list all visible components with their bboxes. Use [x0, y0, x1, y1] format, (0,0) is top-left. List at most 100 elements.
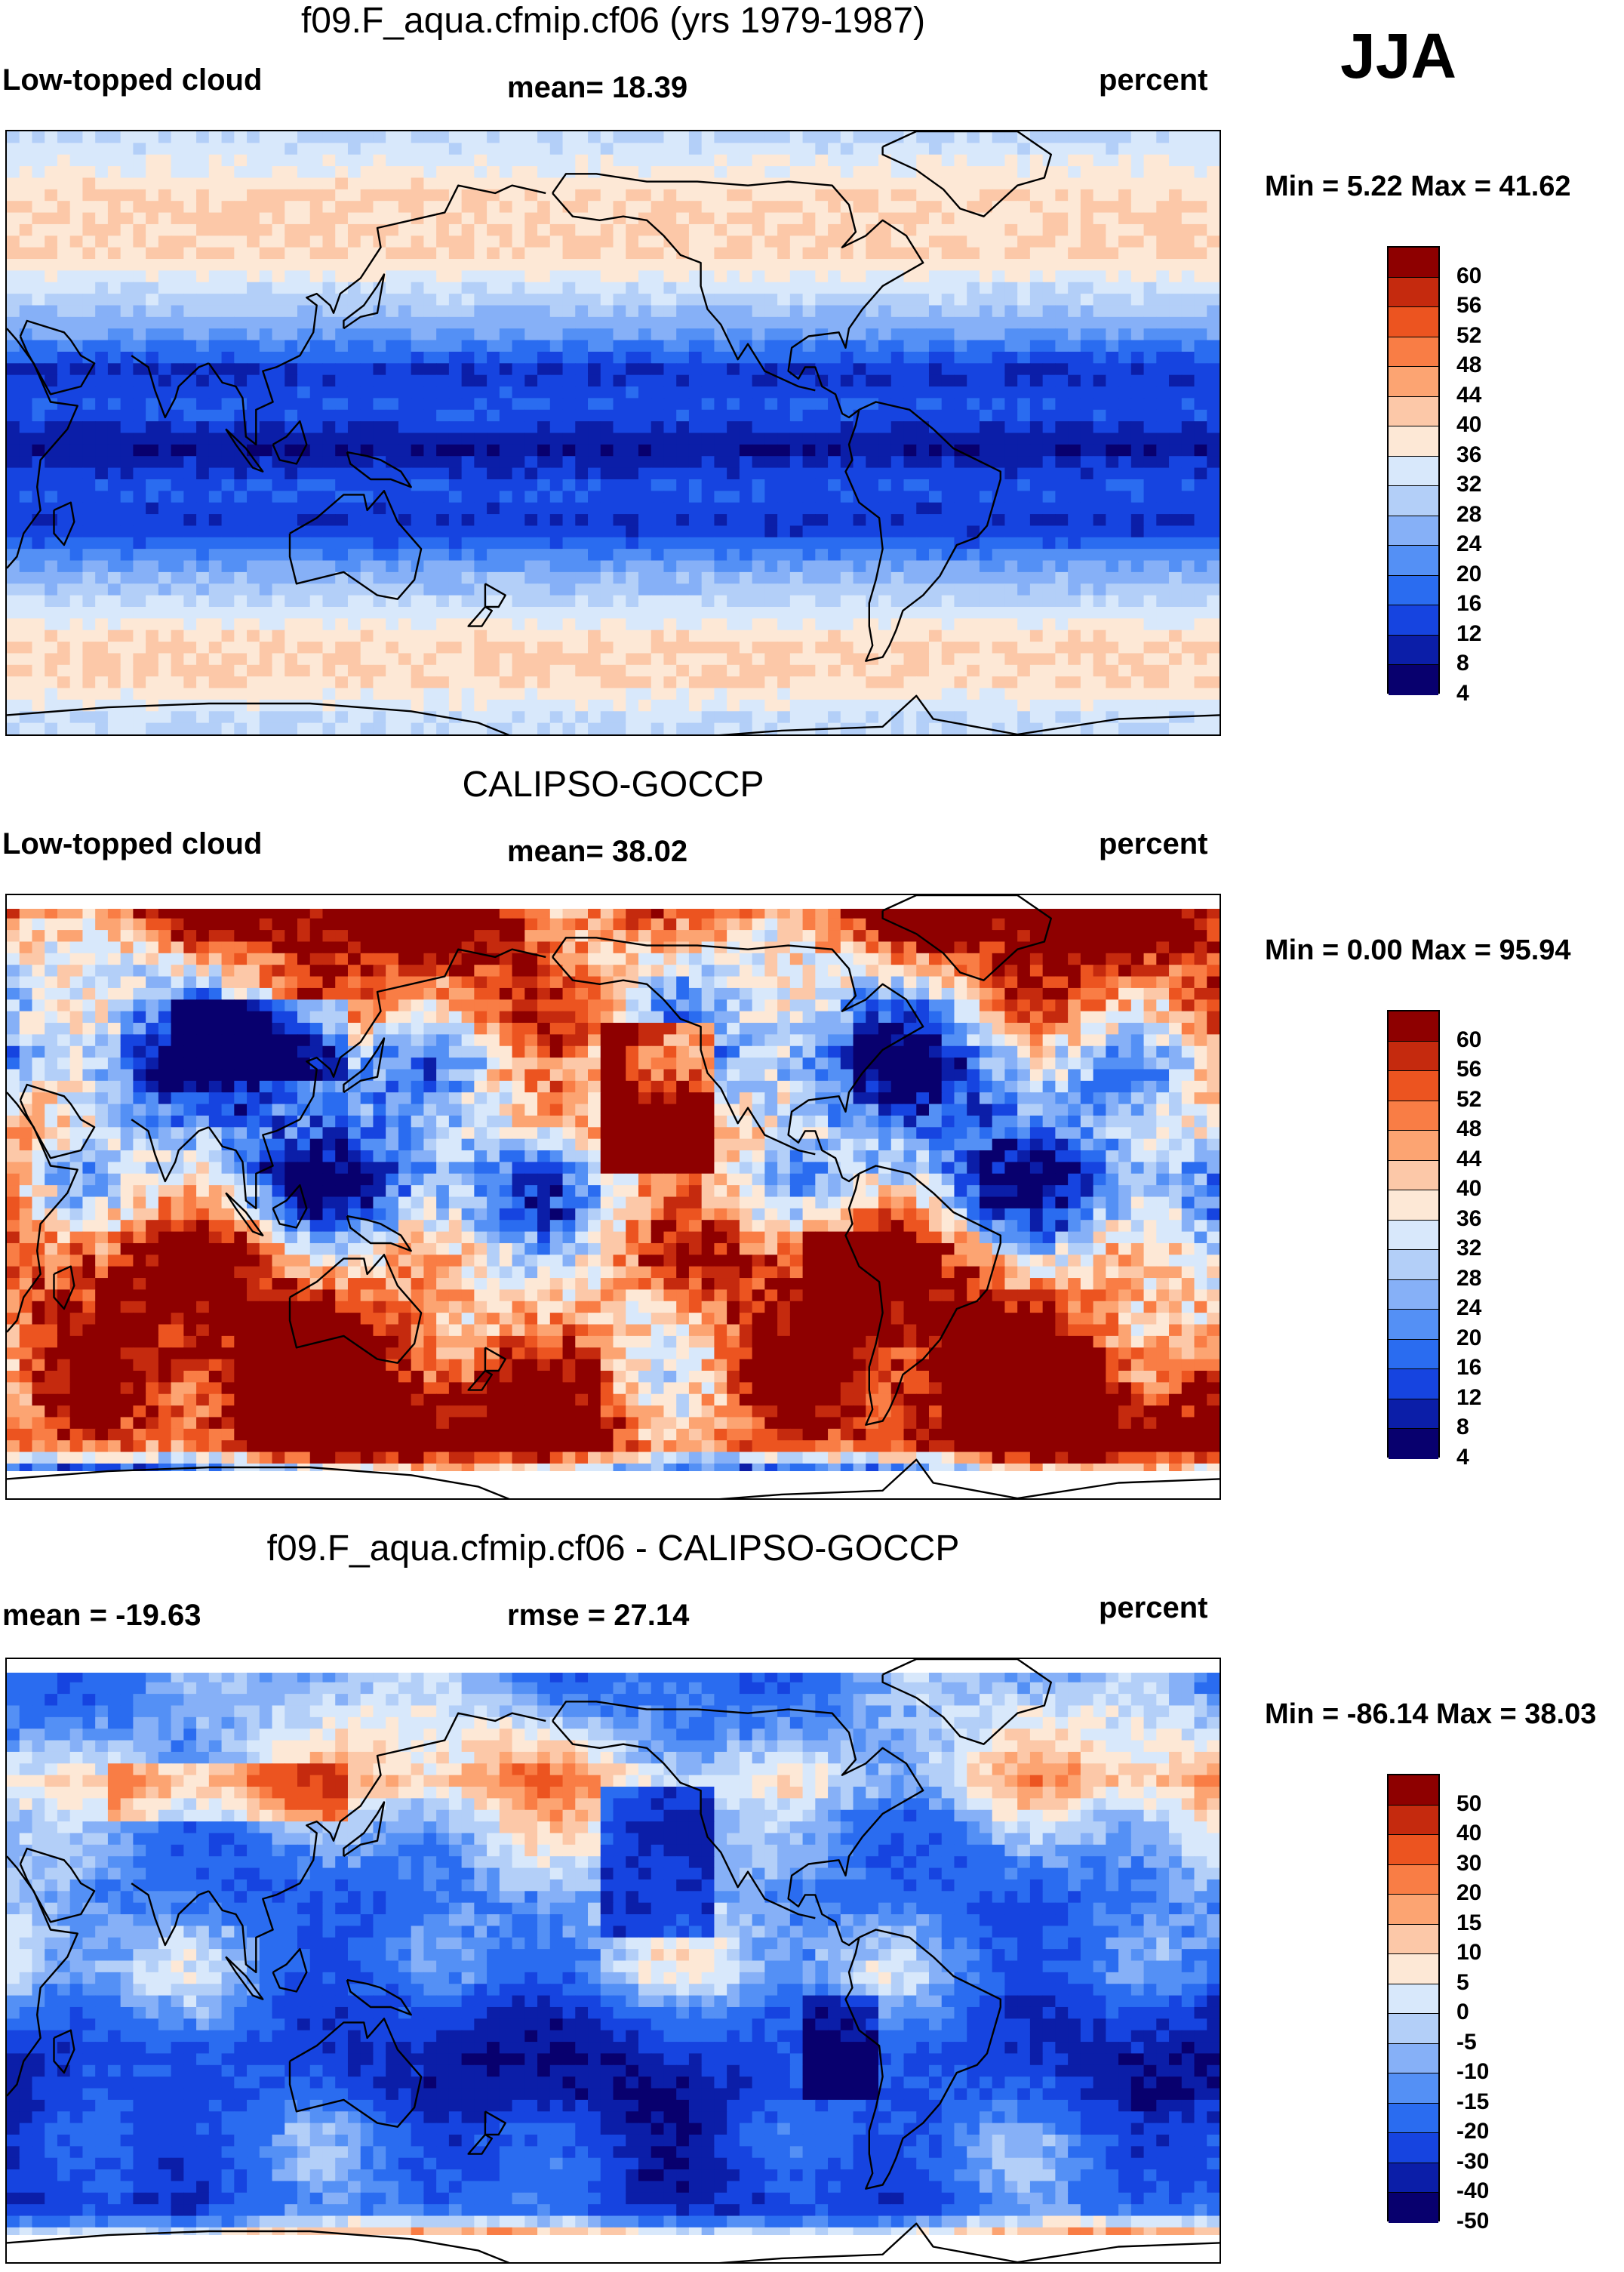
heatmap-cell	[941, 316, 955, 329]
heatmap-cell	[1106, 549, 1119, 562]
heatmap-cell	[1080, 363, 1094, 376]
heatmap-cell	[487, 711, 500, 724]
heatmap-cell	[1093, 398, 1106, 411]
heatmap-cell	[1194, 177, 1207, 190]
heatmap-cell	[651, 177, 665, 190]
heatmap-cell	[1093, 351, 1106, 364]
heatmap-cell	[183, 642, 197, 654]
heatmap-cell	[133, 676, 146, 689]
heatmap-cell	[57, 131, 71, 143]
heatmap-cell	[297, 479, 311, 491]
heatmap-cell	[537, 537, 551, 550]
heatmap-cell	[663, 201, 677, 214]
heatmap-cell	[512, 386, 525, 399]
heatmap-cell	[828, 630, 841, 642]
heatmap-cell	[1207, 270, 1220, 283]
heatmap-cell	[512, 270, 525, 283]
heatmap-cell	[1181, 560, 1195, 573]
heatmap-cell	[1156, 537, 1170, 550]
heatmap-cell	[764, 642, 778, 654]
heatmap-cell	[676, 189, 690, 202]
heatmap-cell	[1042, 363, 1056, 376]
heatmap-cell	[1080, 688, 1094, 700]
heatmap-cell	[512, 259, 525, 271]
heatmap-cell	[1130, 154, 1145, 167]
heatmap-cell	[499, 143, 513, 155]
heatmap-cell	[903, 294, 917, 306]
heatmap-cell	[1029, 525, 1044, 538]
heatmap-cell	[524, 189, 538, 202]
heatmap-cell	[1093, 223, 1106, 236]
heatmap-cell	[663, 595, 677, 608]
heatmap-cell	[549, 374, 564, 387]
heatmap-cell	[436, 223, 450, 236]
heatmap-cell	[575, 491, 589, 503]
heatmap-cell	[347, 374, 361, 387]
heatmap-cell	[626, 571, 639, 584]
heatmap-cell	[398, 711, 412, 724]
heatmap-cell	[853, 444, 866, 457]
heatmap-cell	[82, 282, 96, 294]
heatmap-cell	[133, 305, 146, 318]
heatmap-cell	[1042, 595, 1056, 608]
heatmap-cell	[562, 328, 576, 341]
heatmap-cell	[221, 305, 235, 318]
heatmap-cell	[360, 653, 374, 666]
heatmap-cell	[1004, 363, 1018, 376]
heatmap-cell	[916, 294, 930, 306]
heatmap-cell	[600, 560, 614, 573]
heatmap-cell	[967, 201, 980, 214]
heatmap-cell	[562, 259, 576, 271]
heatmap-cell	[941, 386, 955, 399]
heatmap-cell	[259, 688, 273, 700]
heatmap-cell	[1004, 688, 1018, 700]
heatmap-cell	[487, 328, 500, 341]
heatmap-cell	[853, 653, 866, 666]
heatmap-cell	[866, 537, 879, 550]
heatmap-cell	[487, 571, 500, 584]
heatmap-cell	[398, 537, 412, 550]
heatmap-cell	[954, 514, 967, 527]
heatmap-cell	[916, 270, 930, 283]
heatmap-cell	[979, 571, 993, 584]
heatmap-cell	[916, 467, 930, 480]
heatmap-cell	[916, 549, 930, 562]
heatmap-cell	[941, 409, 955, 422]
heatmap-cell	[1042, 571, 1056, 584]
heatmap-cell	[739, 571, 753, 584]
heatmap-cell	[1080, 606, 1094, 619]
heatmap-cell	[752, 316, 765, 329]
heatmap-cell	[802, 351, 816, 364]
heatmap-cell	[411, 363, 425, 376]
heatmap-cell	[992, 201, 1006, 214]
heatmap-cell	[45, 571, 58, 584]
heatmap-cell	[967, 653, 980, 666]
heatmap-cell	[487, 630, 500, 642]
heatmap-cell	[171, 711, 184, 724]
heatmap-cell	[727, 722, 740, 734]
heatmap-cell	[941, 247, 955, 260]
heatmap-cell	[107, 688, 121, 700]
heatmap-cell	[866, 154, 879, 167]
heatmap-cell	[133, 467, 146, 480]
heatmap-cell	[120, 664, 134, 677]
heatmap-cell	[183, 699, 197, 712]
heatmap-cell	[272, 154, 285, 167]
heatmap-cell	[992, 189, 1006, 202]
heatmap-cell	[1080, 491, 1094, 503]
heatmap-cell	[777, 189, 791, 202]
heatmap-cell	[411, 305, 425, 318]
heatmap-cell	[461, 328, 475, 341]
heatmap-cell	[335, 502, 349, 515]
heatmap-cell	[1118, 618, 1132, 631]
heatmap-cell	[360, 212, 374, 225]
heatmap-cell	[890, 595, 905, 608]
heatmap-cell	[524, 247, 538, 260]
heatmap-cell	[45, 166, 58, 179]
heatmap-cell	[499, 270, 513, 283]
heatmap-cell	[928, 316, 943, 329]
heatmap-cell	[992, 560, 1006, 573]
heatmap-cell	[69, 525, 84, 538]
heatmap-cell	[196, 259, 210, 271]
heatmap-cell	[423, 189, 437, 202]
